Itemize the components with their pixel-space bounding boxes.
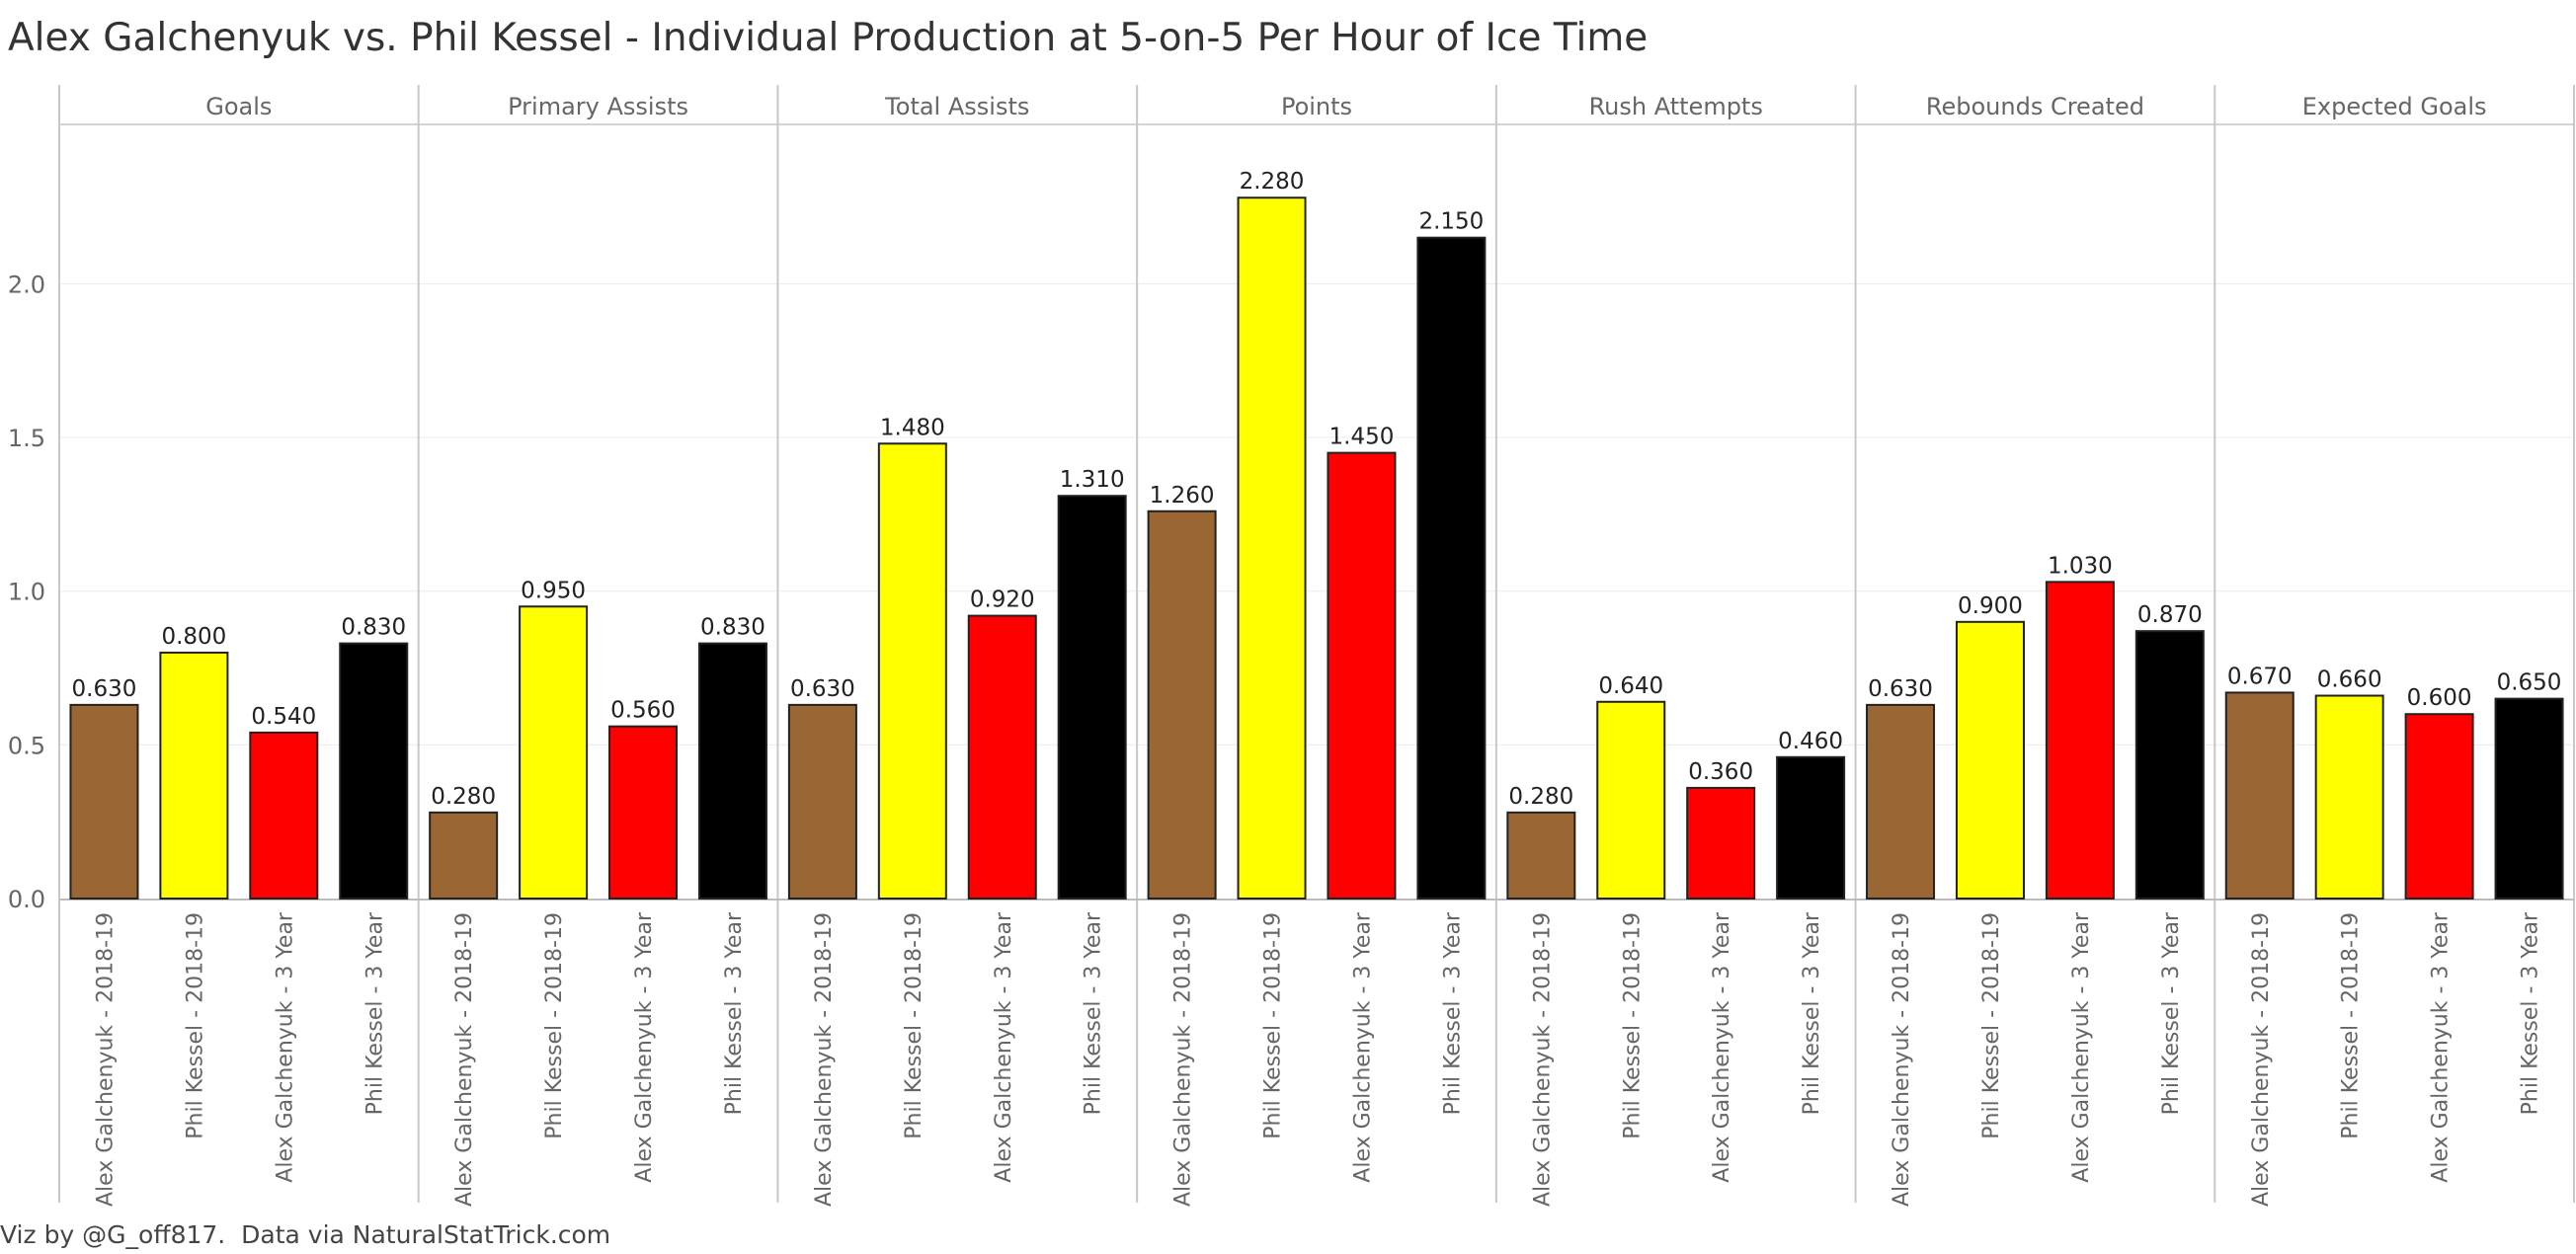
data-label: 0.920 <box>970 588 1035 613</box>
bar <box>1596 700 1666 900</box>
panel-header: Total Assists <box>884 93 1029 120</box>
x-tick-label: Alex Galchenyuk - 3 Year <box>992 911 1016 1183</box>
x-tick-label: Phil Kessel - 2018-19 <box>183 912 207 1139</box>
x-tick-label: Alex Galchenyuk - 3 Year <box>632 911 657 1183</box>
bar <box>787 703 857 900</box>
data-label: 0.540 <box>251 704 316 730</box>
data-label: 1.310 <box>1060 467 1125 493</box>
bar <box>429 811 499 900</box>
bar <box>608 725 679 900</box>
data-label: 0.630 <box>72 676 137 702</box>
x-tick-label: Alex Galchenyuk - 3 Year <box>1710 911 1734 1183</box>
bar <box>2134 630 2205 900</box>
bar <box>2224 691 2294 900</box>
x-tick-label: Phil Kessel - 2018-19 <box>1261 912 1286 1139</box>
chart-title: Alex Galchenyuk vs. Phil Kessel - Indivi… <box>8 16 1649 60</box>
bar <box>159 651 229 901</box>
data-label: 0.900 <box>1958 593 2023 619</box>
data-label: 0.650 <box>2497 670 2562 696</box>
bar <box>1866 703 1936 900</box>
x-tick-label: Phil Kessel - 3 Year <box>1800 911 1824 1115</box>
data-label: 0.630 <box>1868 676 1933 702</box>
data-label: 0.670 <box>2227 664 2293 689</box>
panel-header: Expected Goals <box>2302 93 2487 120</box>
x-tick-label: Alex Galchenyuk - 3 Year <box>2069 911 2094 1183</box>
x-tick-label: Phil Kessel - 3 Year <box>1082 911 1106 1115</box>
data-label: 0.640 <box>1598 673 1663 699</box>
x-tick-label: Phil Kessel - 2018-19 <box>542 912 567 1139</box>
data-label: 0.870 <box>2137 602 2203 628</box>
x-tick-label: Phil Kessel - 3 Year <box>362 911 387 1115</box>
x-tick-label: Alex Galchenyuk - 2018-19 <box>2249 912 2274 1207</box>
x-tick-label: Phil Kessel - 2018-19 <box>902 912 926 1139</box>
x-tick-label: Alex Galchenyuk - 2018-19 <box>1171 912 1196 1207</box>
bar <box>339 642 409 900</box>
data-label: 0.630 <box>790 676 855 702</box>
bar <box>519 605 589 900</box>
bar <box>1057 495 1127 900</box>
x-tick-label: Alex Galchenyuk - 3 Year <box>2429 911 2454 1183</box>
y-tick-label: 2.0 <box>8 271 45 298</box>
panel-header: Primary Assists <box>508 93 688 120</box>
footer-credit: Viz by @G_off817. Data via NaturalStatTr… <box>0 1220 611 1249</box>
data-label: 1.480 <box>880 415 945 440</box>
bar <box>2404 713 2474 901</box>
bar-chart: 0.0 0.5 1.0 1.5 2.0 Goals 0.630 Alex Galchenyuk… <box>8 85 2575 1207</box>
panel-header: Rush Attempts <box>1589 93 1763 120</box>
data-label: 0.830 <box>341 615 406 641</box>
data-label: 0.660 <box>2317 667 2382 693</box>
bar <box>697 642 767 900</box>
bar <box>2314 694 2384 900</box>
bar <box>1237 196 1307 901</box>
data-label: 0.800 <box>161 624 226 650</box>
data-label: 0.460 <box>1778 729 1843 754</box>
panel-header: Rebounds Created <box>1926 93 2144 120</box>
y-tick-label: 1.5 <box>8 425 45 452</box>
bar <box>1776 755 1846 900</box>
x-tick-label: Phil Kessel - 3 Year <box>1440 911 1465 1115</box>
x-tick-label: Phil Kessel - 2018-19 <box>1979 912 2004 1139</box>
bar <box>967 614 1037 900</box>
bar <box>877 442 947 900</box>
bar <box>1955 620 2025 901</box>
y-tick-label: 0.0 <box>8 886 45 913</box>
panel-header: Points <box>1281 93 1352 120</box>
data-label: 0.950 <box>521 578 586 603</box>
bar <box>249 731 319 900</box>
x-tick-label: Alex Galchenyuk - 2018-19 <box>452 912 477 1207</box>
data-label: 1.030 <box>2048 553 2113 579</box>
bar <box>1506 811 1576 900</box>
x-tick-label: Alex Galchenyuk - 2018-19 <box>1890 912 1914 1207</box>
bar <box>69 703 139 900</box>
data-label: 0.600 <box>2407 685 2472 711</box>
x-tick-label: Alex Galchenyuk - 2018-19 <box>1530 912 1555 1207</box>
data-label: 1.450 <box>1329 425 1395 450</box>
x-tick-label: Phil Kessel - 2018-19 <box>2339 912 2364 1139</box>
bar <box>1686 786 1756 900</box>
x-tick-label: Phil Kessel - 3 Year <box>722 911 747 1115</box>
data-label: 2.280 <box>1240 169 1305 195</box>
bar <box>1327 451 1397 900</box>
x-tick-label: Phil Kessel - 2018-19 <box>1620 912 1645 1139</box>
x-tick-label: Phil Kessel - 3 Year <box>2519 911 2543 1115</box>
x-tick-label: Alex Galchenyuk - 2018-19 <box>93 912 118 1207</box>
data-label: 0.280 <box>1508 784 1573 810</box>
bar <box>2045 581 2115 900</box>
x-tick-label: Alex Galchenyuk - 3 Year <box>273 911 297 1183</box>
x-tick-label: Alex Galchenyuk - 3 Year <box>1350 911 1375 1183</box>
data-label: 2.150 <box>1418 209 1484 235</box>
y-tick-label: 0.5 <box>8 732 45 759</box>
data-label: 0.280 <box>431 784 496 810</box>
bar <box>2494 697 2564 900</box>
panel-header: Goals <box>205 93 272 120</box>
x-tick-label: Phil Kessel - 3 Year <box>2159 911 2184 1115</box>
data-label: 0.360 <box>1688 759 1753 785</box>
data-label: 0.560 <box>610 698 676 724</box>
x-tick-label: Alex Galchenyuk - 2018-19 <box>812 912 837 1207</box>
y-tick-label: 1.0 <box>8 579 45 606</box>
data-label: 1.260 <box>1150 483 1215 509</box>
data-label: 0.830 <box>700 615 765 641</box>
bar <box>1416 236 1487 900</box>
bar <box>1147 509 1217 900</box>
